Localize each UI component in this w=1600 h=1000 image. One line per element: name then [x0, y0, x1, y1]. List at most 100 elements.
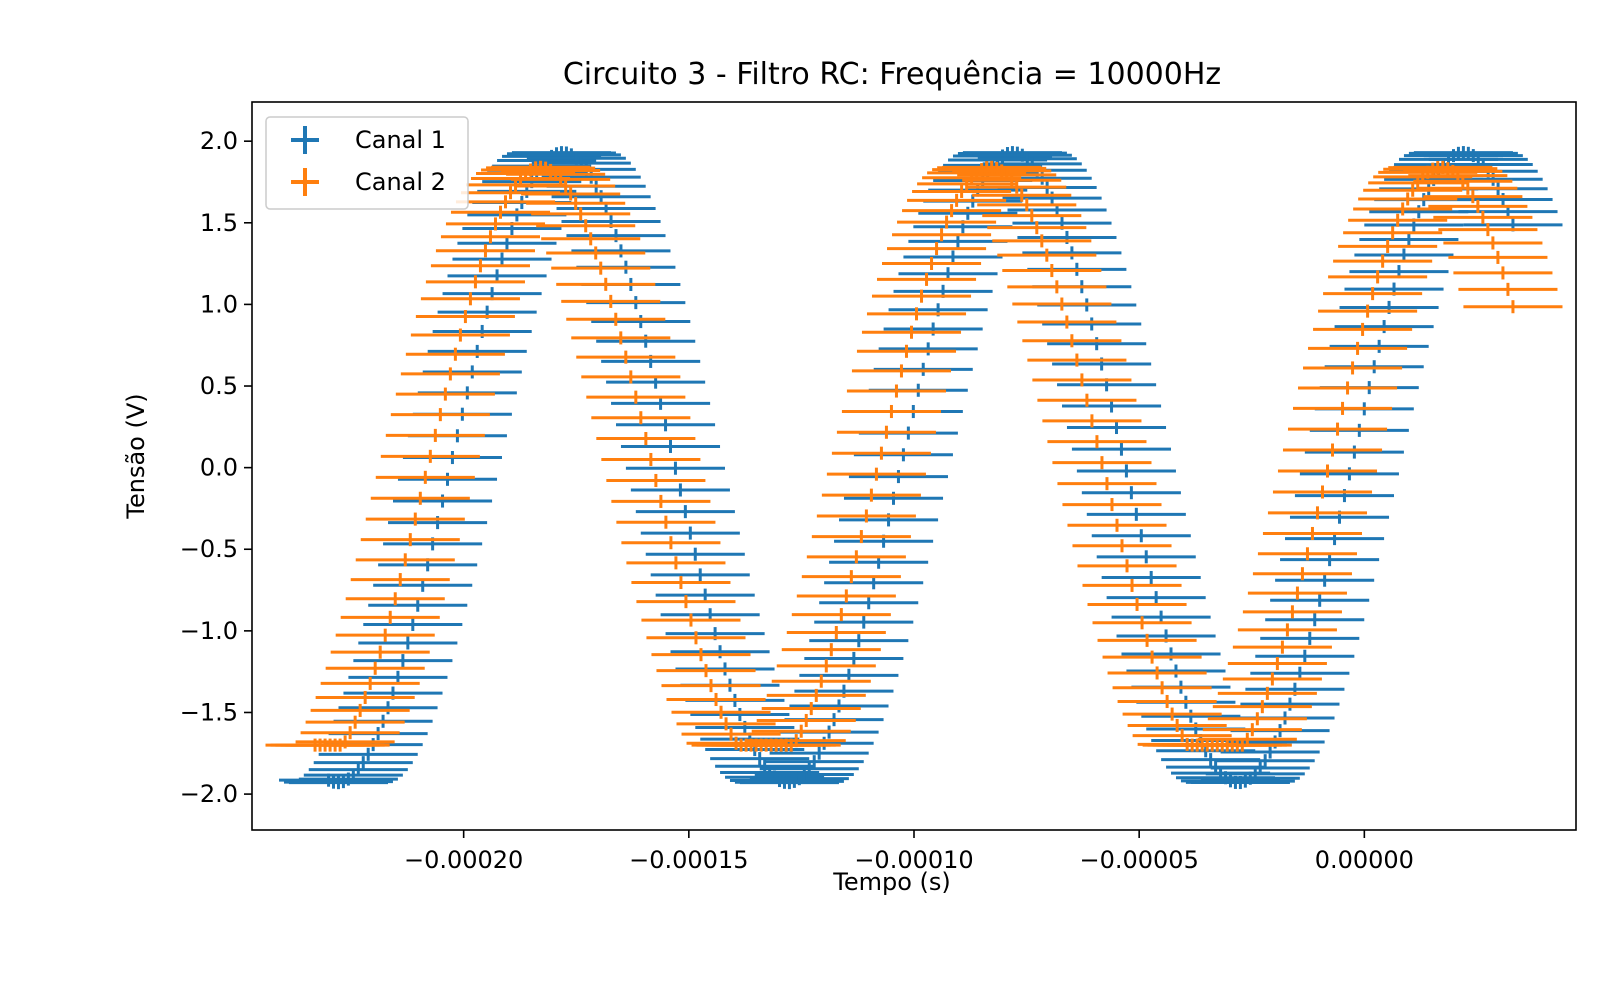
data-point	[310, 703, 410, 717]
data-point	[781, 643, 881, 657]
data-point	[636, 595, 736, 609]
data-point	[804, 651, 904, 665]
data-point	[811, 530, 911, 544]
data-point	[1458, 282, 1558, 296]
data-point	[848, 470, 948, 484]
data-point	[918, 206, 1018, 220]
data-point	[821, 488, 921, 502]
data-point	[330, 645, 430, 659]
data-point	[566, 312, 666, 326]
data-point	[1102, 650, 1202, 664]
data-point	[511, 172, 611, 186]
data-point	[450, 205, 551, 219]
data-point	[1122, 707, 1222, 721]
data-point	[814, 615, 914, 629]
data-point	[1202, 723, 1302, 737]
data-point	[556, 277, 656, 291]
data-point	[1037, 393, 1137, 407]
data-point	[621, 536, 721, 550]
data-point	[397, 472, 498, 486]
data-point	[630, 483, 730, 497]
data-point	[1212, 700, 1312, 714]
data-point	[769, 746, 869, 760]
data-point	[1117, 694, 1217, 709]
data-point	[400, 367, 500, 381]
data-point	[801, 570, 901, 584]
data-point	[1082, 578, 1182, 592]
data-point	[1027, 353, 1127, 367]
data-point	[606, 473, 706, 488]
data-point	[1132, 729, 1232, 743]
data-point	[908, 234, 1008, 248]
data-point	[355, 553, 455, 567]
data-point	[447, 269, 547, 283]
data-point	[871, 289, 972, 303]
data-point	[641, 613, 741, 627]
ticks-layer: −0.00020 −0.00015 −0.00010 −0.00005 0.00000 2…	[180, 127, 1414, 874]
data-point	[789, 699, 889, 713]
data-point	[997, 248, 1097, 262]
data-point	[1398, 162, 1498, 176]
data-point	[571, 331, 671, 345]
data-point	[987, 221, 1087, 235]
data-point	[1112, 681, 1212, 695]
data-point	[759, 762, 859, 776]
data-point	[405, 347, 505, 361]
data-point	[746, 734, 846, 748]
data-point	[611, 494, 711, 508]
data-point	[420, 292, 520, 306]
data-point	[666, 692, 766, 707]
data-point	[1359, 232, 1459, 246]
data-point	[982, 209, 1082, 223]
data-point	[826, 467, 926, 481]
data-point	[427, 344, 527, 358]
data-point	[1222, 672, 1322, 686]
data-point	[1047, 435, 1147, 449]
y-tick-label: 2.0	[200, 127, 238, 155]
series-2	[265, 160, 1563, 752]
data-point	[897, 215, 997, 229]
legend-marker-canal-2	[291, 168, 319, 196]
data-point	[766, 688, 866, 702]
data-point	[496, 161, 596, 175]
data-point	[335, 628, 435, 642]
data-point	[1091, 529, 1191, 543]
data-point	[676, 717, 776, 731]
data-point	[1338, 239, 1438, 253]
data-point	[385, 428, 485, 442]
y-tick-label: 1.0	[200, 290, 238, 318]
data-point	[1062, 498, 1162, 512]
data-point	[751, 724, 851, 738]
data-point	[340, 610, 440, 624]
y-tick-label: 0.0	[200, 454, 238, 482]
data-point	[422, 365, 522, 379]
data-point	[690, 708, 790, 722]
data-point	[1354, 248, 1454, 262]
data-point	[1017, 315, 1117, 329]
y-axis-label: Tensão (V)	[122, 393, 150, 519]
data-point	[370, 491, 470, 505]
data-point	[1328, 270, 1428, 284]
data-point	[1299, 467, 1399, 481]
data-point	[1002, 263, 1102, 278]
data-point	[305, 715, 405, 729]
data-point	[1076, 464, 1176, 478]
data-point	[1463, 300, 1563, 314]
data-point	[646, 631, 746, 645]
data-point	[536, 219, 636, 233]
data-point	[882, 256, 982, 271]
data-point	[430, 259, 530, 273]
data-point	[363, 617, 463, 631]
data-point	[1092, 616, 1192, 630]
data-point	[1433, 210, 1533, 224]
data-point	[368, 598, 468, 612]
data-point	[1363, 183, 1463, 197]
data-point	[415, 310, 515, 324]
data-point	[887, 242, 987, 256]
data-point	[1287, 422, 1388, 436]
data-point	[1207, 712, 1307, 726]
data-point	[1293, 401, 1393, 415]
data-point	[1215, 754, 1315, 768]
data-point	[358, 636, 458, 650]
data-point	[1012, 297, 1112, 311]
